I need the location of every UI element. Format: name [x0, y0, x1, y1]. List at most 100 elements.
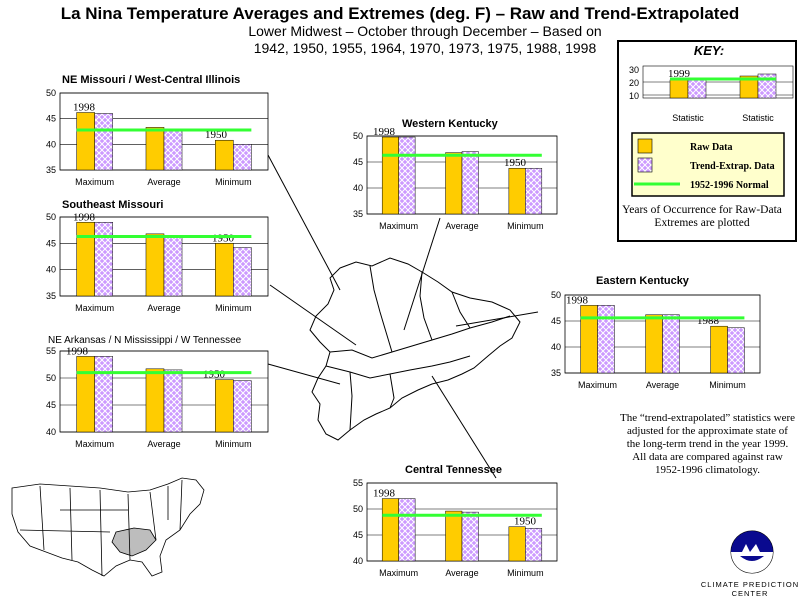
bar-trend: [398, 498, 416, 562]
bar-trend: [94, 113, 113, 171]
bar-raw: [76, 112, 95, 171]
trend-note: The “trend-extrapolated” statistics were…: [620, 412, 796, 476]
x-tick-label: Maximum: [379, 221, 418, 231]
y-tick-label: 45: [46, 114, 56, 124]
bar-raw: [145, 233, 165, 297]
key-note: Years of Occurrence for Raw-Data Extreme…: [622, 204, 782, 229]
region-divider: [389, 373, 395, 409]
key-x-tick: Statistic: [672, 113, 704, 123]
y-tick-label: 35: [46, 291, 56, 301]
us-map: [11, 477, 205, 577]
key-trend-swatch: [637, 157, 653, 173]
y-tick-label: 40: [46, 265, 56, 275]
bar-trend: [597, 305, 615, 374]
chart-title: NE Missouri / West-Central Illinois: [62, 74, 240, 86]
bar-trend: [398, 136, 416, 215]
page-title: La Nina Temperature Averages and Extreme…: [60, 4, 740, 23]
key-y-tick: 20: [629, 78, 639, 88]
x-tick-label: Average: [147, 177, 180, 187]
key-normal-label: 1952-1996 Normal: [690, 180, 769, 191]
year-label: 1950: [514, 516, 537, 528]
subtitle-line-2: 1942, 1950, 1955, 1964, 1970, 1973, 1975…: [253, 40, 597, 56]
chart-panel: Eastern Kentucky 35 40 45 50 Maximum 1998 Avera…: [551, 275, 761, 390]
bar-trend: [233, 380, 252, 433]
bar-trend: [94, 356, 113, 433]
bar-trend: [461, 511, 479, 562]
y-tick-label: 50: [46, 88, 56, 98]
x-tick-label: Average: [445, 221, 478, 231]
x-tick-label: Minimum: [215, 303, 252, 313]
y-tick-label: 50: [551, 290, 561, 300]
bar-raw: [215, 379, 234, 433]
y-tick-label: 35: [353, 209, 363, 219]
region-divider: [325, 355, 471, 379]
bar-trend: [727, 327, 745, 374]
x-tick-label: Average: [147, 439, 180, 449]
bar-raw: [710, 325, 728, 374]
key-y-tick: 30: [629, 65, 639, 75]
key-example-chart: 30 20 10 Statistic Statistic 1999: [629, 65, 794, 123]
x-tick-label: Maximum: [578, 380, 617, 390]
key-year-label: 1999: [668, 68, 691, 80]
chart-title: Central Tennessee: [405, 464, 502, 476]
bar-trend: [94, 222, 113, 297]
chart-panel: Southeast Missouri 35 40 45 50 Maximum 1998 Ave…: [46, 199, 269, 313]
charts-layer: NE Missouri / West-Central Illinois 35 40 4…: [46, 74, 761, 578]
bar-trend: [525, 167, 543, 215]
region-divider: [451, 291, 471, 329]
bar-raw: [76, 222, 95, 297]
region-divider: [349, 371, 353, 431]
chart-title: Western Kentucky: [402, 118, 499, 130]
year-label: 1998: [73, 102, 96, 114]
year-label: 1950: [205, 129, 228, 141]
key-bar-raw: [669, 79, 689, 99]
year-label: 1950: [504, 157, 527, 169]
x-tick-label: Average: [646, 380, 679, 390]
y-tick-label: 50: [46, 212, 56, 222]
bar-trend: [163, 369, 183, 433]
leader-lines: [267, 154, 539, 479]
bar-raw: [580, 305, 598, 374]
x-tick-label: Minimum: [507, 221, 544, 231]
year-label: 1998: [373, 126, 396, 138]
bar-trend: [233, 144, 252, 171]
y-tick-label: 55: [46, 346, 56, 356]
bar-raw: [145, 127, 165, 171]
year-label: 1998: [66, 345, 89, 357]
x-tick-label: Average: [445, 568, 478, 578]
y-tick-label: 35: [551, 368, 561, 378]
bar-trend: [662, 314, 680, 374]
region-divider: [329, 315, 511, 359]
x-tick-label: Minimum: [507, 568, 544, 578]
y-tick-label: 40: [46, 139, 56, 149]
y-tick-label: 45: [46, 400, 56, 410]
y-tick-label: 45: [353, 157, 363, 167]
chart-title: Eastern Kentucky: [596, 275, 690, 287]
bar-raw: [445, 510, 463, 562]
x-tick-label: Average: [147, 303, 180, 313]
x-tick-label: Minimum: [215, 177, 252, 187]
bar-trend: [461, 151, 479, 215]
page-subtitle: Lower Midwest – October through December…: [25, 23, 800, 57]
key-raw-label: Raw Data: [690, 142, 733, 153]
bar-trend: [163, 236, 183, 297]
region-divider: [419, 271, 433, 341]
y-tick-label: 40: [353, 183, 363, 193]
y-tick-label: 50: [46, 373, 56, 383]
bar-trend: [233, 247, 252, 297]
year-label: 1950: [212, 232, 235, 244]
chart-panel: NE Arkansas / N Mississippi / W Tennesse…: [46, 335, 269, 449]
chart-title: NE Arkansas / N Mississippi / W Tennesse…: [48, 335, 242, 346]
year-label: 1998: [566, 294, 589, 306]
cpc-logo-text: CLIMATE PREDICTION CENTER: [700, 580, 800, 598]
key-bar-trend: [687, 79, 707, 99]
year-label: 1998: [73, 211, 96, 223]
us-outline: [11, 477, 205, 577]
y-tick-label: 45: [551, 316, 561, 326]
bar-raw: [381, 136, 399, 215]
bar-raw: [145, 368, 165, 433]
key-y-tick: 10: [629, 91, 639, 101]
chart-panel: Central Tennessee 40 45 50 55 Maximum 1998 Aver…: [353, 464, 558, 578]
y-tick-label: 45: [46, 238, 56, 248]
